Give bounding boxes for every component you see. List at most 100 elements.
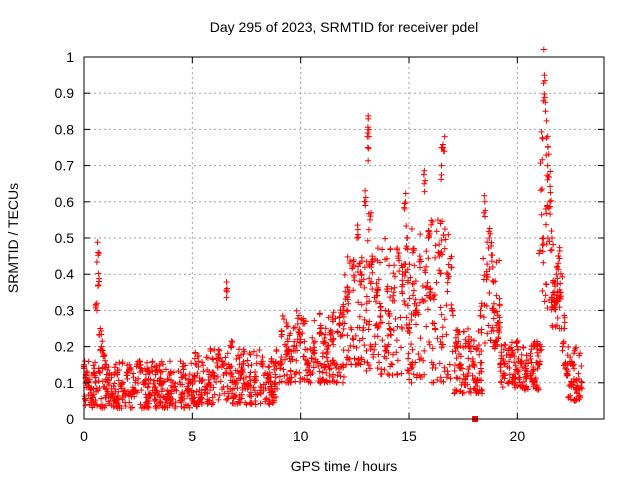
data-point <box>408 316 415 323</box>
data-point <box>486 289 493 296</box>
data-point <box>480 314 487 321</box>
data-point <box>324 348 331 355</box>
data-point <box>92 379 99 386</box>
data-point <box>281 316 288 323</box>
data-point <box>459 365 466 372</box>
data-point <box>573 384 580 391</box>
data-point <box>568 378 575 385</box>
data-point <box>244 386 251 393</box>
data-point <box>438 341 445 348</box>
data-point <box>128 393 135 400</box>
data-point <box>200 362 207 369</box>
data-point <box>553 322 560 329</box>
data-point <box>103 385 110 392</box>
data-point <box>440 232 447 239</box>
data-point <box>517 358 524 365</box>
data-point <box>399 264 406 271</box>
data-point <box>576 392 583 399</box>
data-point <box>308 355 315 362</box>
data-point <box>441 148 448 155</box>
data-point <box>266 363 273 370</box>
data-point <box>276 373 283 380</box>
data-point <box>110 404 117 411</box>
data-point <box>133 363 140 370</box>
data-point <box>157 400 164 407</box>
data-point <box>377 304 384 311</box>
data-point <box>271 366 278 373</box>
data-point <box>478 347 485 354</box>
data-point <box>351 355 358 362</box>
data-point <box>472 379 479 386</box>
data-point <box>437 220 444 227</box>
data-point <box>476 351 483 358</box>
data-point <box>545 173 552 180</box>
data-point <box>195 358 202 365</box>
y-tick-label: 0.5 <box>55 230 75 246</box>
data-point <box>248 399 255 406</box>
x-tick-label: 10 <box>293 428 309 444</box>
data-point <box>113 403 120 410</box>
y-tick-label: 0.4 <box>55 266 75 282</box>
data-point <box>422 269 429 276</box>
data-point <box>473 346 480 353</box>
data-point <box>231 385 238 392</box>
data-point <box>404 246 411 253</box>
data-point <box>416 264 423 271</box>
data-point <box>364 359 371 366</box>
data-point <box>230 394 237 401</box>
data-point <box>387 245 394 252</box>
data-point <box>495 325 502 332</box>
data-point <box>167 397 174 404</box>
data-point <box>503 352 510 359</box>
data-point <box>462 336 469 343</box>
data-point <box>352 361 359 368</box>
data-point <box>362 202 369 209</box>
data-point <box>434 335 441 342</box>
data-point <box>370 351 377 358</box>
data-point <box>109 393 116 400</box>
data-point <box>97 369 104 376</box>
data-point <box>337 333 344 340</box>
data-point <box>178 390 185 397</box>
data-point <box>157 399 164 406</box>
data-point <box>108 371 115 378</box>
data-point <box>112 361 119 368</box>
data-point <box>373 298 380 305</box>
data-point <box>460 389 467 396</box>
data-point <box>556 325 563 332</box>
data-point <box>279 312 286 319</box>
data-point <box>547 168 554 175</box>
data-point <box>248 361 255 368</box>
data-point <box>461 376 468 383</box>
data-point <box>540 235 547 241</box>
data-point <box>425 255 432 262</box>
data-point <box>539 186 546 193</box>
data-point <box>454 326 461 333</box>
data-point <box>278 378 285 385</box>
data-point <box>116 367 123 374</box>
data-point <box>408 225 415 232</box>
data-point <box>250 384 257 391</box>
data-point <box>437 338 444 345</box>
data-point <box>543 152 550 159</box>
data-point <box>386 372 393 379</box>
data-point <box>344 284 351 291</box>
data-point <box>522 374 529 381</box>
data-point <box>489 277 496 284</box>
data-point <box>301 320 308 327</box>
data-point <box>287 367 294 374</box>
data-point <box>446 361 453 368</box>
data-point <box>378 370 385 377</box>
data-point <box>461 382 468 389</box>
data-point <box>389 361 396 368</box>
data-point <box>379 246 386 253</box>
data-point <box>329 337 336 344</box>
data-point <box>224 395 231 402</box>
data-point <box>545 204 552 211</box>
data-point <box>152 403 159 410</box>
data-point <box>184 402 191 409</box>
data-point <box>118 380 125 387</box>
data-point <box>229 373 236 380</box>
data-point <box>481 192 488 199</box>
data-point <box>198 391 205 398</box>
